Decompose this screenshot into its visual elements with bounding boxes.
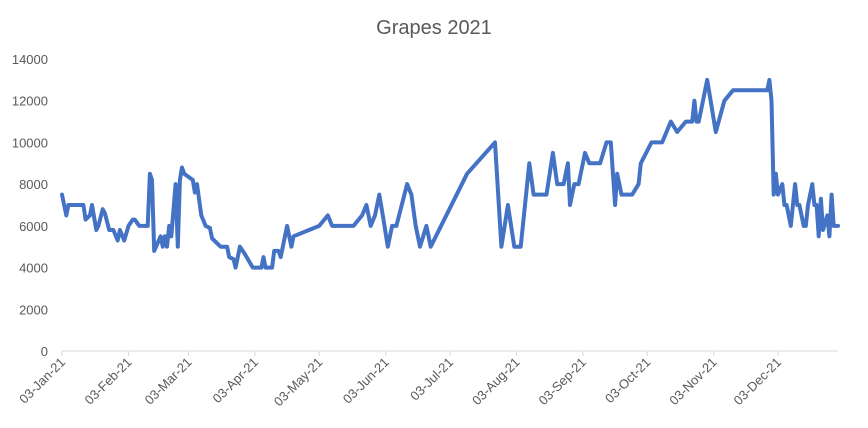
y-tick-label: 14000: [12, 52, 48, 67]
x-tick-label: 03-Nov-21: [666, 355, 720, 409]
series-line: [60, 77, 840, 270]
y-tick-label: 0: [41, 344, 48, 359]
y-tick-label: 12000: [12, 94, 48, 109]
x-tick-label: 03-Apr-21: [210, 355, 261, 406]
x-tick-label: 03-Oct-21: [602, 355, 653, 406]
y-tick-label: 2000: [19, 302, 48, 317]
series-group: [60, 77, 840, 270]
x-axis-ticks: 03-Jan-21 03-Feb-21 03-Mar-21 03-Apr-21 03-M…: [16, 351, 784, 409]
y-tick-label: 10000: [12, 135, 48, 150]
x-tick-label: 03-Mar-21: [142, 355, 195, 408]
x-tick-label: 03-Jan-21: [16, 355, 68, 407]
x-tick-label: 03-Sep-21: [535, 355, 589, 409]
y-tick-label: 8000: [19, 177, 48, 192]
chart-title: Grapes 2021: [376, 17, 492, 39]
x-tick-label: 03-Feb-21: [82, 355, 135, 408]
x-tick-label: 03-Jul-21: [407, 355, 456, 404]
x-tick-label: 03-Jun-21: [340, 355, 392, 407]
x-tick-label: 03-Aug-21: [469, 355, 523, 409]
y-axis-ticks: 0 2000 4000 6000 8000 10000 12000 14000: [12, 52, 48, 359]
y-tick-label: 4000: [19, 261, 48, 276]
x-tick-label: 03-Dec-21: [731, 355, 785, 409]
x-tick-label: 03-May-21: [271, 355, 326, 410]
y-tick-label: 6000: [19, 219, 48, 234]
